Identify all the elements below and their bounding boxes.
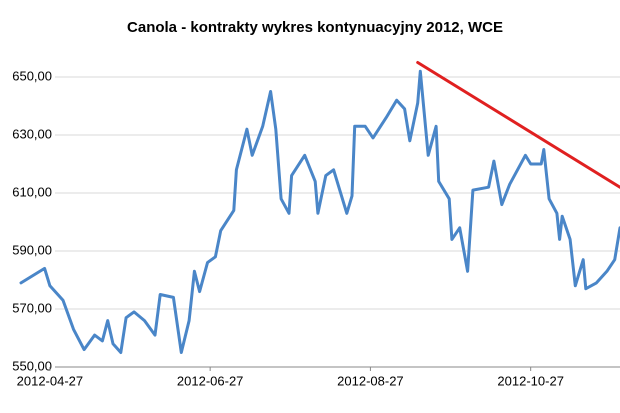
y-tick-label: 590,00 [12, 242, 52, 257]
trend-line [416, 61, 620, 189]
y-tick-label: 610,00 [12, 184, 52, 199]
y-tick-label: 650,00 [12, 68, 52, 83]
x-tick-label: 2012-08-27 [337, 373, 404, 388]
x-tick-label: 2012-10-27 [497, 373, 564, 388]
x-tick-label: 2012-04-27 [17, 373, 84, 388]
y-tick-label: 570,00 [12, 300, 52, 315]
y-tick-label: 550,00 [12, 358, 52, 373]
chart-title: Canola - kontrakty wykres kontynuacyjny … [127, 19, 503, 36]
y-tick-label: 630,00 [12, 126, 52, 141]
x-tick-label: 2012-06-27 [177, 373, 244, 388]
data-line [19, 69, 620, 354]
